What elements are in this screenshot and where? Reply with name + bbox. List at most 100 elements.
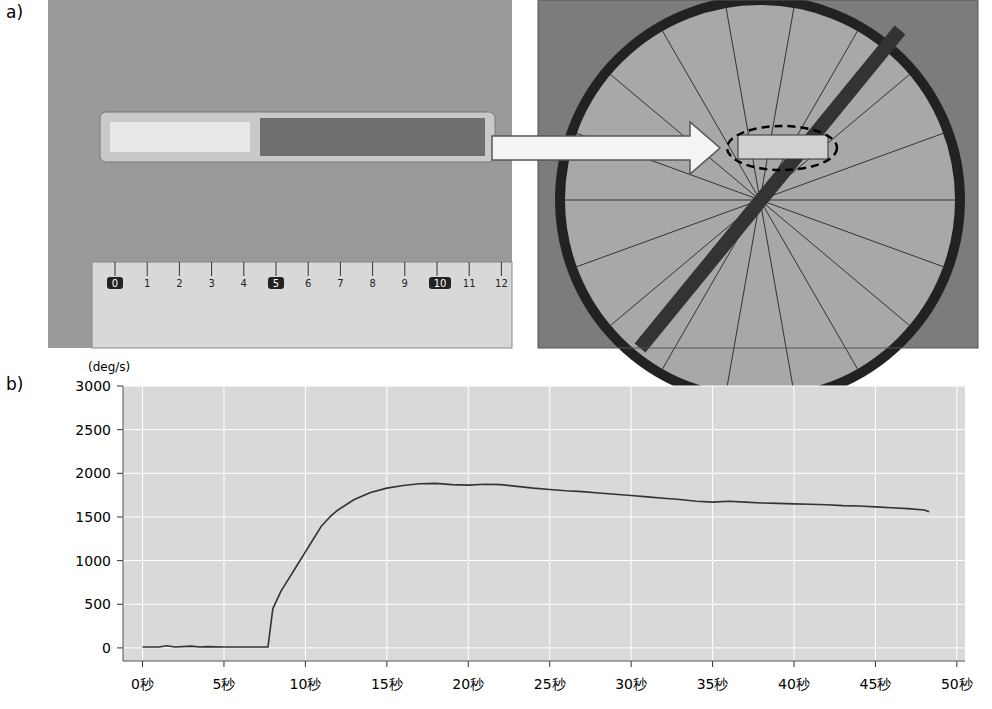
ruler-label: 1 bbox=[144, 278, 150, 289]
grid-line-x bbox=[793, 386, 794, 661]
plot-area bbox=[123, 386, 965, 661]
y-tick-label: 2500 bbox=[75, 422, 111, 438]
ruler-tick bbox=[404, 262, 405, 276]
x-tick bbox=[631, 661, 632, 667]
wheel-spoke bbox=[760, 200, 955, 201]
ruler-label: 9 bbox=[402, 278, 408, 289]
x-tick-label: 50秒 bbox=[941, 676, 973, 692]
highlight-ellipse bbox=[727, 126, 837, 170]
x-tick-label: 35秒 bbox=[697, 676, 729, 692]
ruler-tick bbox=[276, 262, 277, 276]
y-tick bbox=[117, 473, 123, 474]
sensor-board bbox=[260, 118, 485, 156]
y-tick-label: 500 bbox=[84, 596, 111, 612]
data-line bbox=[143, 483, 930, 647]
y-axis-title: (deg/s) bbox=[88, 360, 130, 374]
grid-line-x bbox=[386, 386, 387, 661]
ruler-tick bbox=[501, 262, 502, 276]
grid-line-x bbox=[712, 386, 713, 661]
x-tick-label: 20秒 bbox=[452, 676, 484, 692]
grid-line-x bbox=[875, 386, 876, 661]
x-tick bbox=[549, 661, 550, 667]
y-tick bbox=[117, 647, 123, 648]
ruler-label-bg bbox=[268, 277, 284, 289]
y-tick-label: 1000 bbox=[75, 553, 111, 569]
x-tick-label: 10秒 bbox=[289, 676, 321, 692]
ruler-tick bbox=[211, 262, 212, 276]
ruler-tick bbox=[469, 262, 470, 276]
ruler-label: 6 bbox=[305, 278, 311, 289]
x-tick bbox=[793, 661, 794, 667]
ruler-tick bbox=[437, 262, 438, 276]
ruler-label: 8 bbox=[369, 278, 375, 289]
ruler-label-bg bbox=[429, 277, 451, 289]
mounted-sensor bbox=[738, 135, 828, 159]
x-tick-label: 30秒 bbox=[615, 676, 647, 692]
grid-line-y bbox=[123, 386, 965, 387]
ruler-tick bbox=[243, 262, 244, 276]
x-tick-label: 40秒 bbox=[778, 676, 810, 692]
x-tick bbox=[386, 661, 387, 667]
y-tick bbox=[117, 516, 123, 517]
wheel-spoke bbox=[760, 200, 794, 392]
grid-line-x bbox=[305, 386, 306, 661]
y-tick bbox=[117, 604, 123, 605]
x-tick bbox=[305, 661, 306, 667]
ruler-tick bbox=[308, 262, 309, 276]
ruler-label: 3 bbox=[208, 278, 214, 289]
ruler-tick bbox=[115, 262, 116, 276]
y-tick-label: 0 bbox=[102, 640, 111, 656]
y-tick bbox=[117, 386, 123, 387]
x-tick-label: 0秒 bbox=[131, 676, 154, 692]
grid-line-y bbox=[123, 473, 965, 474]
x-tick-label: 45秒 bbox=[860, 676, 892, 692]
x-tick bbox=[142, 661, 143, 667]
ruler-label: 0 bbox=[112, 278, 118, 289]
x-tick bbox=[956, 661, 957, 667]
arrow bbox=[492, 122, 720, 174]
x-tick bbox=[712, 661, 713, 667]
ruler-label: 5 bbox=[273, 278, 279, 289]
bicycle-frame bbox=[640, 30, 900, 348]
grid-line-x bbox=[956, 386, 957, 661]
wheel-spoke bbox=[565, 200, 760, 201]
plot-marks bbox=[143, 483, 930, 647]
grid-line-y bbox=[123, 560, 965, 561]
y-tick-label: 2000 bbox=[75, 465, 111, 481]
y-tick bbox=[117, 560, 123, 561]
figure: a)0123456789101112b)(deg/s)0500100015002… bbox=[0, 0, 992, 709]
x-tick-label: 25秒 bbox=[534, 676, 566, 692]
grid-line-x bbox=[631, 386, 632, 661]
ruler-label: 7 bbox=[337, 278, 343, 289]
x-tick bbox=[223, 661, 224, 667]
ruler-label-bg bbox=[107, 277, 123, 289]
x-tick-label: 5秒 bbox=[213, 676, 236, 692]
y-tick-label: 3000 bbox=[75, 378, 111, 394]
ruler-tick bbox=[340, 262, 341, 276]
sensor-device bbox=[100, 112, 495, 162]
x-tick bbox=[468, 661, 469, 667]
sensor-battery bbox=[110, 122, 250, 152]
ruler bbox=[92, 262, 512, 348]
ruler-tick bbox=[179, 262, 180, 276]
wheel-spoke bbox=[726, 8, 760, 200]
wheel-spoke bbox=[760, 200, 909, 325]
panel-label: b) bbox=[6, 374, 23, 394]
y-axis-line bbox=[123, 386, 124, 661]
grid-line-x bbox=[223, 386, 224, 661]
ruler-label: 4 bbox=[241, 278, 247, 289]
ruler-tick bbox=[147, 262, 148, 276]
panel-label: a) bbox=[6, 2, 23, 22]
ruler-label: 12 bbox=[495, 278, 508, 289]
y-tick bbox=[117, 429, 123, 430]
photo-right-frame bbox=[538, 0, 978, 348]
bicycle-wheel bbox=[560, 0, 960, 400]
ruler-label: 10 bbox=[434, 278, 447, 289]
ruler-label: 11 bbox=[463, 278, 476, 289]
grid-line-x bbox=[549, 386, 550, 661]
photo-left bbox=[48, 0, 512, 348]
x-axis-line bbox=[123, 661, 965, 662]
grid-line-y bbox=[123, 604, 965, 605]
grid-line-y bbox=[123, 429, 965, 430]
grid-line-x bbox=[468, 386, 469, 661]
